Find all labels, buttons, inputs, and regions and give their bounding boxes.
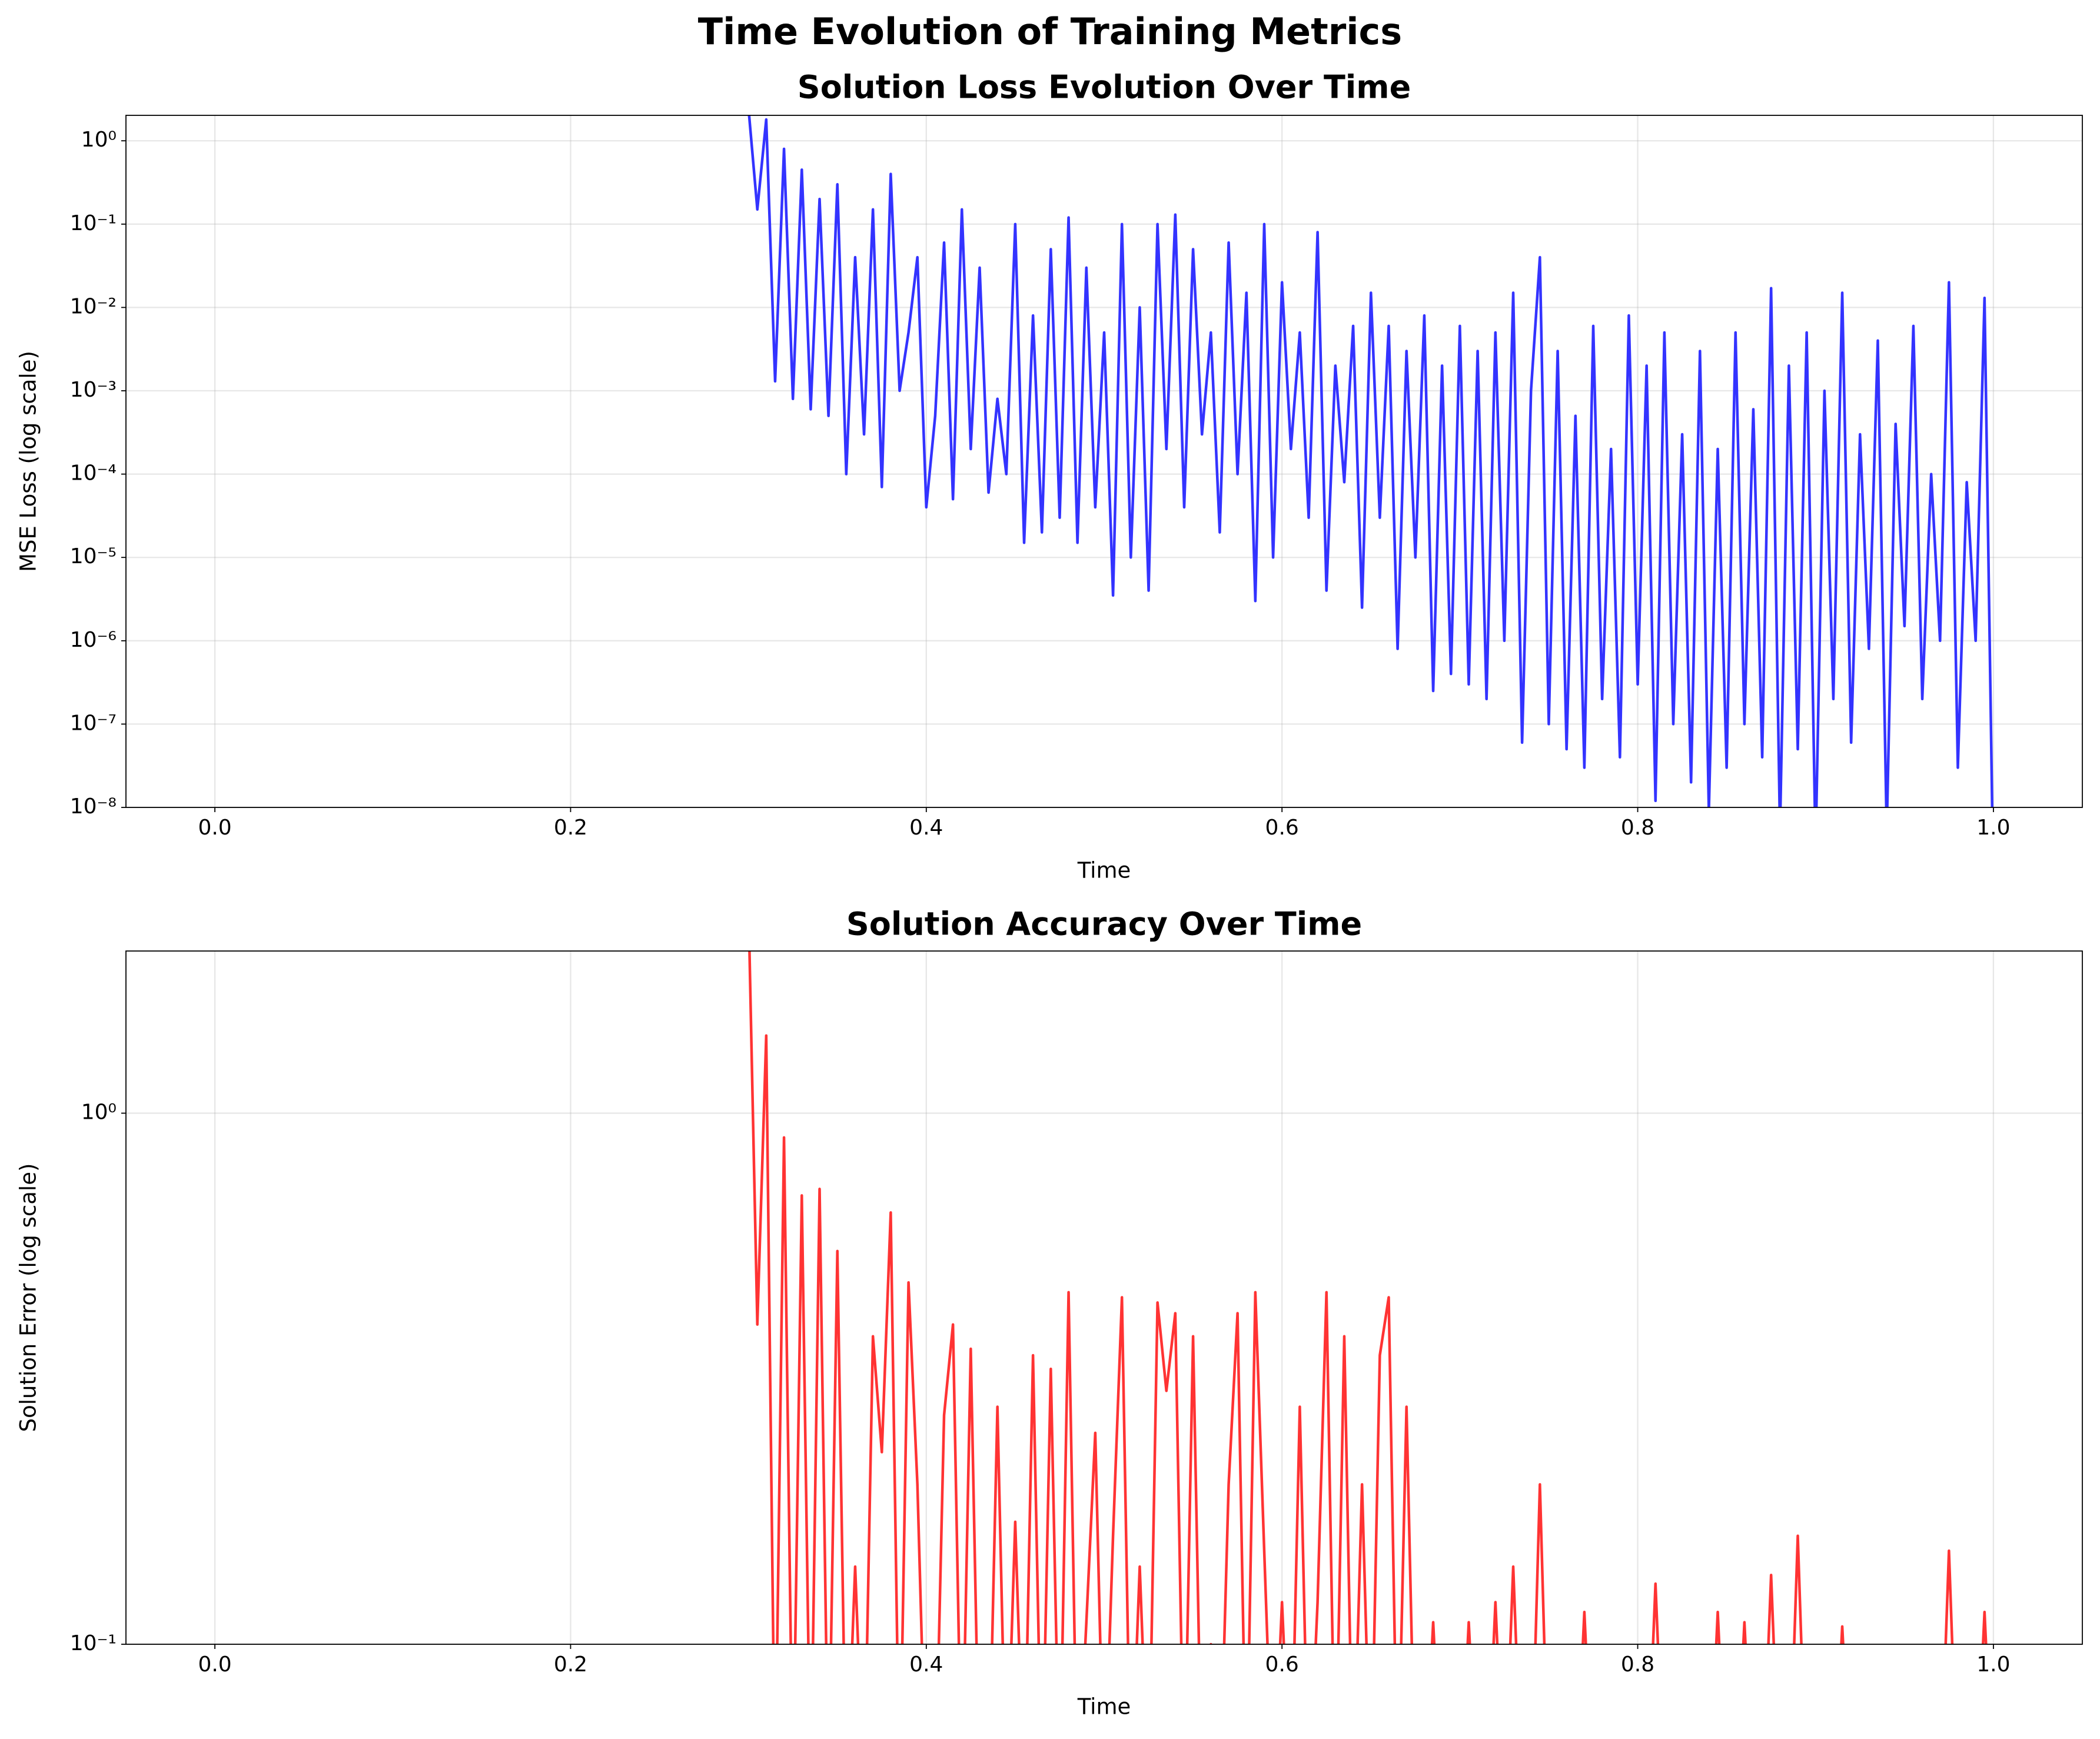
data-line (747, 115, 1994, 807)
axes-frame (125, 115, 2083, 808)
x-tick-label: 0.4 (909, 816, 943, 840)
data-line (748, 951, 1988, 1644)
x-tick-label: 1.0 (1976, 1652, 2010, 1677)
y-tick-label: 10⁰ (81, 1100, 117, 1125)
x-tick-label: 0.6 (1265, 1652, 1299, 1677)
y-axis-label: Solution Error (log scale) (16, 1163, 41, 1432)
y-tick-label: 10⁰ (81, 128, 117, 152)
y-tick-label: 10⁻¹ (70, 1631, 117, 1655)
y-tick-label: 10⁻² (70, 294, 117, 318)
axes-title: Solution Accuracy Over Time (846, 906, 1362, 943)
x-tick-label: 0.6 (1265, 816, 1299, 840)
x-axis-label: Time (1077, 1694, 1131, 1720)
x-tick-label: 0.4 (909, 1652, 943, 1677)
y-tick-label: 10⁻⁸ (70, 794, 117, 819)
axes-frame (125, 950, 2083, 1645)
x-tick-label: 0.0 (198, 1652, 231, 1677)
y-tick-label: 10⁻⁷ (70, 711, 117, 735)
figure-title: Time Evolution of Training Metrics (698, 10, 1402, 53)
y-tick-label: 10⁻³ (70, 378, 117, 402)
x-tick-label: 0.2 (554, 1652, 587, 1677)
x-tick-label: 0.8 (1621, 816, 1654, 840)
x-tick-label: 0.2 (554, 816, 587, 840)
x-tick-label: 0.0 (198, 816, 231, 840)
y-tick-label: 10⁻⁴ (70, 461, 117, 486)
y-axis-label: MSE Loss (log scale) (16, 351, 41, 572)
x-tick-label: 0.8 (1621, 1652, 1654, 1677)
axes-title: Solution Loss Evolution Over Time (798, 69, 1411, 106)
y-tick-label: 10⁻¹ (70, 211, 117, 235)
x-tick-label: 1.0 (1976, 816, 2010, 840)
x-axis-label: Time (1077, 858, 1131, 883)
y-tick-label: 10⁻⁶ (70, 628, 117, 652)
y-tick-label: 10⁻⁵ (70, 544, 117, 568)
